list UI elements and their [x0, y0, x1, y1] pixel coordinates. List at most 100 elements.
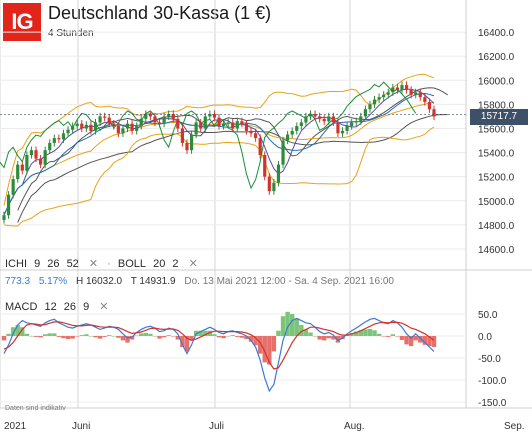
macd-histogram-bar	[303, 329, 309, 336]
candle-body	[299, 122, 303, 127]
macd-histogram-bar	[125, 336, 130, 343]
timeframe-label: 4 Stunden	[48, 28, 94, 39]
macd-histogram-bar	[267, 336, 272, 365]
macd-histogram-bar	[212, 334, 217, 336]
macd-histogram-bar	[56, 336, 62, 337]
bollinger-lower	[3, 126, 435, 227]
macd-param-1: 12	[44, 301, 57, 313]
macd-close-icon[interactable]: ✕	[99, 301, 109, 313]
candle-body	[112, 123, 116, 127]
macd-histogram-bar	[289, 314, 295, 336]
candle-body	[93, 122, 98, 131]
macd-histogram-bar	[431, 336, 437, 347]
candle-body	[235, 121, 239, 129]
y-tick-label: 15600.0	[478, 124, 515, 135]
macd-histogram-bar	[257, 336, 263, 354]
macd-histogram-bar	[184, 336, 190, 352]
macd-histogram-bar	[372, 330, 377, 336]
candle-body	[103, 116, 107, 118]
macd-histogram-bar	[20, 327, 25, 336]
macd-histogram-bar	[1, 336, 7, 341]
macd-histogram-bar	[38, 336, 43, 338]
candle-body	[345, 126, 349, 131]
macd-histogram-bar	[29, 336, 34, 337]
candle-body	[125, 123, 130, 129]
candle-body	[308, 114, 313, 117]
macd-histogram-bar	[404, 336, 409, 345]
y-tick-label: 15200.0	[478, 173, 515, 184]
candle-body	[318, 116, 322, 119]
macd-histogram-bar	[230, 335, 235, 336]
x-tick-label: 2021	[4, 421, 27, 432]
candle-body	[276, 164, 281, 183]
macd-histogram-bar	[15, 325, 20, 336]
candle-body	[258, 138, 262, 155]
boll-param-2: 2	[172, 258, 179, 270]
candle-body	[43, 150, 47, 165]
candle-body	[226, 122, 230, 124]
macd-histogram-bar	[363, 329, 368, 336]
candle-body	[148, 114, 152, 117]
candle-body	[199, 122, 203, 129]
macd-histogram-bar	[248, 336, 254, 342]
ichi-close-icon[interactable]: ✕	[88, 258, 99, 270]
indicator-row-top: ICHI 9 26 52 ✕ · BOLL 20 2 ✕	[5, 257, 204, 270]
candle-body	[185, 142, 189, 151]
candle-body	[38, 158, 43, 165]
ichi-label[interactable]: ICHI	[5, 258, 27, 270]
change-percent: 5.17%	[38, 276, 68, 287]
macd-histogram-bar	[166, 335, 171, 336]
candle-body	[249, 130, 253, 134]
macd-histogram-bar	[390, 334, 396, 336]
candle-body	[121, 128, 125, 134]
candle-body	[16, 164, 20, 180]
macd-histogram-bar	[84, 334, 89, 336]
boll-param-1: 20	[153, 258, 166, 270]
high-value: H 16032.0	[75, 276, 123, 287]
candle-body	[231, 122, 235, 129]
macd-histogram-bar	[312, 336, 318, 337]
candle-body	[350, 122, 354, 127]
macd-tick-label: -150.0	[478, 398, 507, 409]
candle-body	[57, 138, 61, 140]
macd-histogram-bar	[322, 336, 327, 341]
macd-histogram-bar	[65, 336, 71, 340]
candle-body	[272, 182, 276, 192]
macd-histogram-bar	[148, 333, 153, 336]
macd-histogram-bar	[47, 333, 52, 336]
macd-histogram-bar	[285, 311, 290, 336]
candle-body	[162, 116, 166, 124]
y-tick-label: 14800.0	[478, 221, 515, 232]
y-tick-label: 14600.0	[478, 245, 515, 256]
candle-body	[139, 118, 143, 127]
y-tick-label: 16400.0	[478, 28, 515, 39]
macd-histogram-bar	[129, 336, 135, 340]
candle-body	[48, 142, 52, 151]
macd-histogram-bar	[207, 330, 213, 336]
boll-close-icon[interactable]: ✕	[188, 258, 198, 270]
candle-body	[34, 150, 38, 159]
candle-body	[414, 92, 418, 95]
indicator-row-macd: MACD 12 26 9 ✕	[5, 300, 114, 313]
macd-line	[3, 317, 435, 393]
candle-body	[322, 118, 326, 122]
x-tick-label: Juni	[72, 421, 90, 432]
macd-histogram-bar	[271, 336, 277, 352]
date-range: Do. 13 Mai 2021 12:00 - Sa. 4 Sep. 2021 …	[184, 276, 394, 287]
macd-histogram-bar	[294, 318, 299, 336]
candle-body	[61, 133, 66, 140]
y-tick-label: 15400.0	[478, 149, 515, 160]
candle-body	[427, 101, 432, 110]
macd-label[interactable]: MACD	[5, 301, 38, 313]
boll-label[interactable]: BOLL	[117, 258, 147, 270]
y-tick-label: 15800.0	[478, 100, 515, 111]
macd-histogram-bar	[171, 336, 176, 337]
ichimoku-span-a	[17, 87, 448, 211]
macd-histogram-bar	[276, 330, 281, 336]
candle-body	[66, 129, 70, 134]
candle-body	[84, 124, 88, 129]
candle-body	[130, 123, 134, 131]
indicative-data-note: Daten sind indikativ	[5, 405, 66, 412]
candle-body	[281, 140, 285, 165]
y-tick-label: 16000.0	[478, 76, 515, 87]
